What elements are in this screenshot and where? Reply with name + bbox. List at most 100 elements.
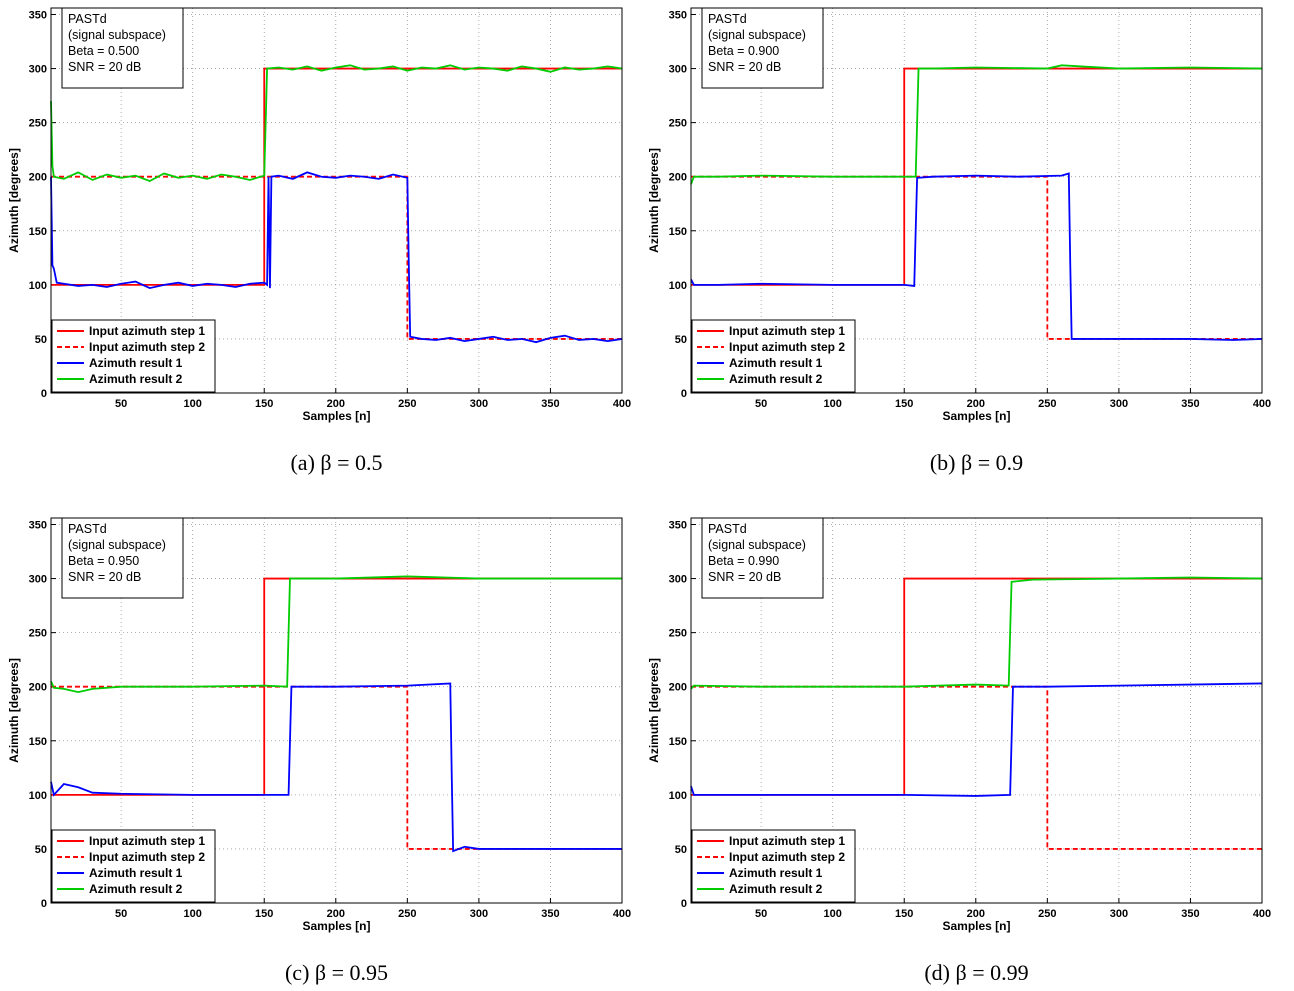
legend-label: Azimuth result 2 [729, 372, 823, 386]
y-tick-label: 350 [29, 9, 47, 21]
y-tick-label: 150 [29, 226, 47, 238]
legend-label: Azimuth result 1 [729, 356, 823, 370]
y-tick-label: 100 [669, 790, 687, 802]
y-tick-label: 0 [681, 388, 687, 400]
x-tick-label: 100 [823, 398, 841, 410]
x-tick-label: 200 [967, 398, 985, 410]
x-tick-label: 250 [398, 398, 416, 410]
data-line [50, 64, 623, 183]
annotation-text: SNR = 20 dB [708, 570, 781, 584]
y-tick-label: 300 [29, 574, 47, 586]
legend-label: Azimuth result 2 [729, 882, 823, 896]
data-line [690, 682, 1263, 797]
legend-label: Input azimuth step 1 [729, 834, 845, 848]
axes-box [50, 517, 623, 904]
axes-box [50, 7, 623, 394]
y-tick-label: 100 [29, 790, 47, 802]
annotation-text: SNR = 20 dB [68, 60, 141, 74]
y-axis-label: Azimuth [degrees] [647, 148, 661, 253]
y-tick-label: 0 [41, 388, 47, 400]
x-tick-label: 100 [183, 908, 201, 920]
data-line [50, 575, 622, 694]
legend-label: Input azimuth step 2 [89, 340, 205, 354]
y-tick-label: 250 [669, 628, 687, 640]
y-axis-label: Azimuth [degrees] [7, 148, 21, 253]
x-tick-label: 400 [613, 398, 631, 410]
x-tick-label: 200 [967, 908, 985, 920]
y-tick-label: 350 [29, 519, 47, 531]
y-tick-label: 200 [669, 682, 687, 694]
annotation-box [61, 517, 184, 599]
data-line [690, 64, 1263, 185]
x-tick-label: 200 [327, 908, 345, 920]
y-tick-label: 300 [29, 64, 47, 76]
annotation-text: (signal subspace) [708, 28, 806, 42]
y-axis-label: Azimuth [degrees] [647, 658, 661, 763]
x-tick-label: 50 [115, 398, 127, 410]
x-tick-label: 50 [755, 398, 767, 410]
x-tick-label: 50 [755, 908, 767, 920]
legend-label: Input azimuth step 1 [729, 324, 845, 338]
axes-box [690, 517, 1263, 904]
y-tick-label: 50 [35, 334, 47, 346]
caption: (d) β = 0.99 [924, 960, 1028, 985]
data-line [690, 172, 1263, 341]
annotation-text: Beta = 0.900 [708, 44, 779, 58]
y-tick-label: 350 [669, 519, 687, 531]
y-tick-label: 150 [29, 736, 47, 748]
data-line [50, 682, 622, 853]
y-tick-label: 100 [29, 280, 47, 292]
legend-label: Azimuth result 2 [89, 882, 183, 896]
y-tick-label: 50 [675, 334, 687, 346]
plot-lines [50, 64, 623, 344]
y-tick-label: 250 [29, 118, 47, 130]
legend-label: Azimuth result 1 [89, 356, 183, 370]
annotation-text: (signal subspace) [708, 538, 806, 552]
x-axis-label: Samples [n] [942, 409, 1010, 423]
annotation-box [61, 7, 184, 89]
x-tick-label: 400 [1253, 398, 1271, 410]
x-tick-label: 400 [1253, 908, 1271, 920]
annotation-text: (signal subspace) [68, 538, 166, 552]
x-tick-label: 350 [1181, 908, 1199, 920]
annotation-text: PASTd [68, 12, 107, 26]
y-tick-label: 150 [669, 226, 687, 238]
legend-label: Input azimuth step 2 [729, 850, 845, 864]
caption: (a) β = 0.5 [290, 450, 382, 475]
x-tick-label: 400 [613, 908, 631, 920]
annotation-text: SNR = 20 dB [708, 60, 781, 74]
annotation-text: PASTd [708, 12, 747, 26]
plot-lines [50, 575, 622, 853]
x-tick-label: 200 [327, 398, 345, 410]
annotation-text: SNR = 20 dB [68, 570, 141, 584]
x-tick-label: 300 [1110, 908, 1128, 920]
y-tick-label: 200 [669, 172, 687, 184]
y-tick-label: 250 [669, 118, 687, 130]
x-tick-label: 350 [541, 908, 559, 920]
caption: (c) β = 0.95 [285, 960, 388, 985]
x-tick-label: 150 [895, 398, 913, 410]
x-tick-label: 350 [1181, 398, 1199, 410]
legend-label: Azimuth result 1 [729, 866, 823, 880]
x-axis-label: Samples [n] [302, 919, 370, 933]
x-tick-label: 150 [255, 398, 273, 410]
axes-box [690, 7, 1263, 394]
legend-label: Azimuth result 2 [89, 372, 183, 386]
x-axis-label: Samples [n] [942, 919, 1010, 933]
y-tick-label: 200 [29, 172, 47, 184]
annotation-box [701, 517, 824, 599]
legend-label: Input azimuth step 2 [89, 850, 205, 864]
y-tick-label: 200 [29, 682, 47, 694]
x-tick-label: 50 [115, 908, 127, 920]
x-tick-label: 250 [1038, 908, 1056, 920]
annotation-text: Beta = 0.500 [68, 44, 139, 58]
data-line [690, 576, 1263, 690]
annotation-text: Beta = 0.990 [708, 554, 779, 568]
annotation-text: Beta = 0.950 [68, 554, 139, 568]
annotation-text: (signal subspace) [68, 28, 166, 42]
data-line [51, 67, 622, 286]
caption: (b) β = 0.9 [930, 450, 1023, 475]
x-tick-label: 350 [541, 398, 559, 410]
